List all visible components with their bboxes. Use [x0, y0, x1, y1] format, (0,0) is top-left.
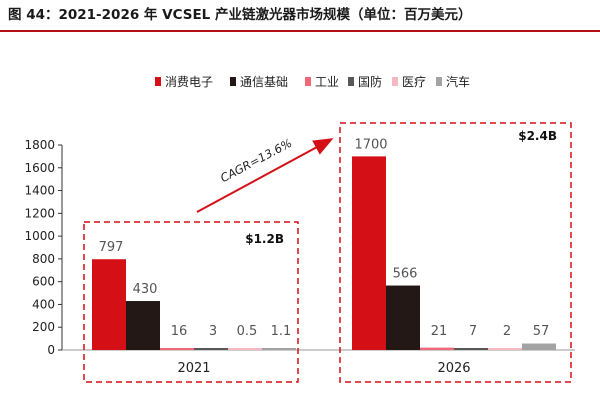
- cagr-annotation: CAGR=13.6%: [218, 136, 294, 185]
- legend-swatch-0: [155, 77, 161, 86]
- group-total-2021: $1.2B: [245, 232, 284, 246]
- value-label-2026-0: 1700: [354, 137, 387, 152]
- value-label-2021-1: 430: [133, 282, 158, 297]
- bar-2026-2: [420, 347, 454, 350]
- bar-2026-1: [386, 285, 420, 350]
- y-tick-label-3: 600: [32, 275, 55, 289]
- y-tick-label-9: 1800: [24, 138, 55, 152]
- legend-swatch-2: [305, 77, 311, 86]
- y-tick-label-8: 1600: [24, 161, 55, 175]
- legend-swatch-1: [230, 77, 236, 86]
- legend-label-5: 汽车: [446, 74, 470, 89]
- legend-swatch-5: [436, 77, 442, 86]
- bar-2026-0: [352, 156, 386, 350]
- bar-2026-5: [522, 343, 556, 350]
- legend: 消费电子 通信基础 工业 国防 医疗 汽车: [155, 74, 470, 89]
- value-label-2021-5: 1.1: [271, 324, 292, 339]
- legend-label-0: 消费电子: [165, 75, 213, 89]
- value-labels: 797 430 16 3 0.5 1.1 1700 566 21 7 2 57: [99, 137, 550, 339]
- bar-2021-2: [160, 348, 194, 350]
- value-label-2026-3: 7: [469, 324, 477, 339]
- legend-label-2: 工业: [315, 75, 339, 89]
- bar-2021-5: [262, 348, 296, 350]
- bar-2021-1: [126, 301, 160, 350]
- legend-swatch-4: [392, 77, 398, 86]
- cagr-arrow: [196, 138, 334, 213]
- value-label-2021-4: 0.5: [237, 324, 258, 339]
- category-label-2021: 2021: [177, 361, 210, 376]
- y-tick-label-0: 0: [47, 343, 55, 357]
- bars: [92, 156, 556, 350]
- group-box-2026: [339, 122, 572, 383]
- bar-2026-4: [488, 348, 522, 350]
- value-label-2026-5: 57: [533, 324, 550, 339]
- y-tick-label-2: 400: [32, 297, 55, 311]
- y-tick-label-5: 1000: [24, 229, 55, 243]
- y-tick-label-6: 1200: [24, 206, 55, 220]
- group-box-2021: [83, 221, 299, 383]
- group-boxes: $1.2B $2.4B: [83, 122, 572, 383]
- value-label-2026-1: 566: [393, 267, 418, 282]
- group-total-2026: $2.4B: [518, 129, 557, 143]
- y-tick-label-7: 1400: [24, 184, 55, 198]
- legend-label-1: 通信基础: [240, 75, 288, 89]
- category-label-2026: 2026: [437, 361, 470, 376]
- value-label-2021-0: 797: [99, 240, 124, 255]
- legend-label-4: 医疗: [402, 75, 426, 89]
- category-labels: 2021 2026: [177, 361, 470, 376]
- y-tick-label-4: 800: [32, 252, 55, 266]
- chart-title: 图 44：2021-2026 年 VCSEL 产业链激光器市场规模（单位：百万美…: [8, 7, 472, 23]
- value-label-2026-4: 2: [503, 324, 511, 339]
- value-label-2026-2: 21: [431, 324, 448, 339]
- legend-label-3: 国防: [358, 74, 382, 89]
- legend-swatch-3: [348, 77, 354, 86]
- bar-2026-3: [454, 348, 488, 350]
- bar-2021-0: [92, 259, 126, 350]
- y-tick-label-1: 200: [32, 320, 55, 334]
- value-label-2021-2: 16: [171, 324, 188, 339]
- value-label-2021-3: 3: [209, 324, 217, 339]
- y-axis: 0 200 400 600 800 1000 1200 1400 1600 1800: [24, 138, 575, 357]
- title-rule: [0, 30, 600, 32]
- bar-2021-4: [228, 348, 262, 350]
- bar-2021-3: [194, 348, 228, 350]
